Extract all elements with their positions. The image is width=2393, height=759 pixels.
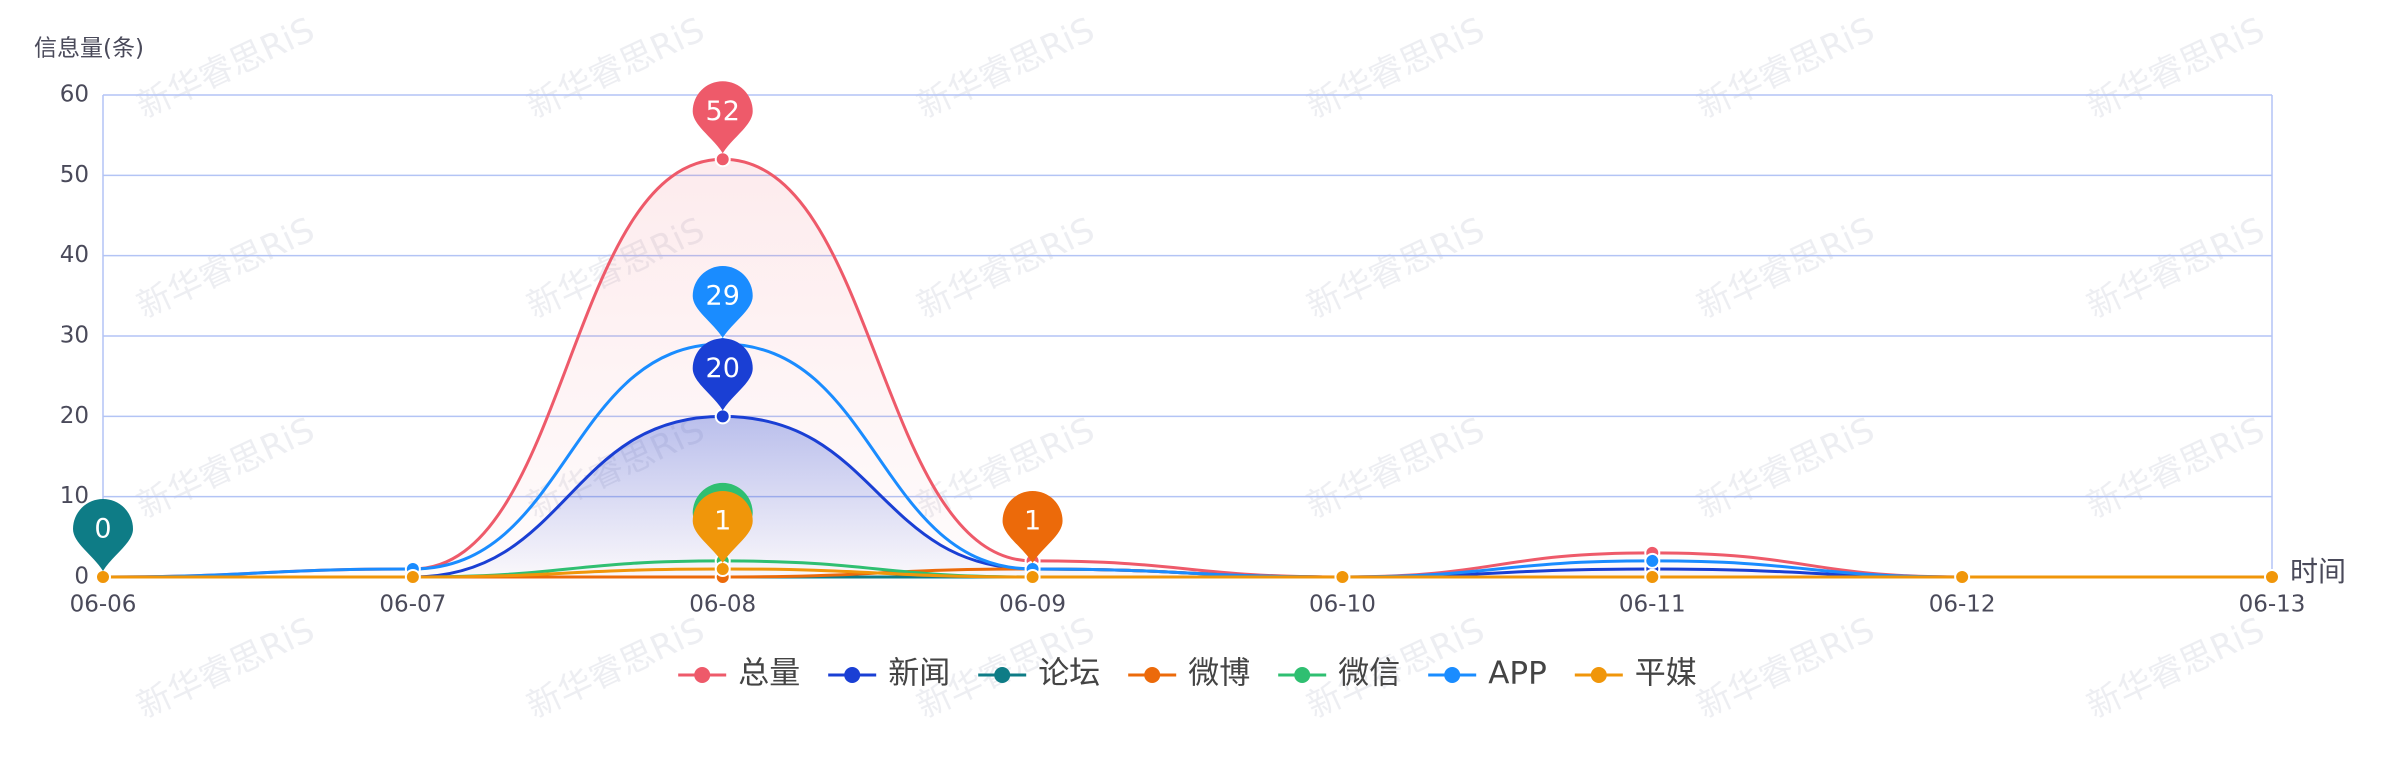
- watermark: 新华睿思RiS: [1691, 10, 1881, 127]
- pin-label: 1: [714, 505, 731, 536]
- legend-label: APP: [1488, 656, 1547, 692]
- watermark: 新华睿思RiS: [131, 610, 321, 727]
- y-tick-label: 30: [60, 323, 89, 349]
- point: [404, 569, 421, 585]
- point: [714, 560, 731, 577]
- area: [103, 416, 2272, 577]
- watermark: 新华睿思RiS: [2081, 210, 2271, 327]
- x-tick-label: 06-13: [2239, 592, 2306, 618]
- watermark: 新华睿思RiS: [521, 610, 711, 727]
- point: [2264, 569, 2280, 585]
- watermark: 新华睿思RiS: [521, 10, 711, 127]
- point: [714, 151, 731, 168]
- line: [103, 567, 2272, 579]
- point: [714, 408, 731, 425]
- watermark: 新华睿思RiS: [1691, 210, 1881, 327]
- pin-label: 20: [706, 353, 740, 384]
- pin: [692, 266, 753, 339]
- y-tick-label: 20: [60, 403, 89, 429]
- watermark: 新华睿思RiS: [1301, 410, 1491, 527]
- watermark: 新华睿思RiS: [911, 10, 1101, 127]
- watermark: 新华睿思RiS: [131, 410, 321, 527]
- x-tick-label: 06-10: [1309, 592, 1376, 618]
- point: [1334, 569, 1351, 585]
- pin: [692, 338, 753, 411]
- y-tick-label: 10: [60, 483, 89, 509]
- pin-label: 0: [94, 514, 111, 545]
- watermark: 新华睿思RiS: [131, 10, 321, 127]
- legend-dot: [844, 667, 861, 683]
- legend-dot: [694, 667, 711, 683]
- area: [103, 159, 2272, 577]
- line: [102, 157, 2272, 579]
- x-axis-label: 时间: [2290, 555, 2346, 588]
- y-tick-label: 50: [60, 162, 89, 188]
- watermark: 新华睿思RiS: [1691, 610, 1881, 727]
- legend-label: 总量: [738, 656, 800, 692]
- watermark: 新华睿思RiS: [131, 210, 321, 327]
- legend-label: 平媒: [1635, 656, 1697, 692]
- x-tick-label: 06-06: [70, 592, 137, 618]
- pin: [692, 81, 753, 154]
- pin-label: 1: [1024, 505, 1041, 536]
- pin-label: 52: [706, 96, 740, 127]
- legend-dot: [1294, 667, 1311, 683]
- pin-label: 29: [706, 281, 740, 312]
- watermark: 新华睿思RiS: [1301, 10, 1491, 127]
- pin: [1002, 490, 1063, 563]
- x-tick-label: 06-12: [1929, 592, 1996, 618]
- legend-dot: [1444, 667, 1461, 683]
- y-tick-label: 0: [74, 564, 89, 590]
- y-tick-label: 60: [60, 82, 89, 108]
- point: [1644, 552, 1661, 569]
- legend: 总量 新闻 论坛 微博 微信 APP 平媒: [678, 656, 1697, 692]
- point: [1024, 569, 1041, 585]
- watermark: 新华睿思RiS: [2081, 10, 2271, 127]
- watermark: 新华睿思RiS: [911, 210, 1101, 327]
- watermarks: 新华睿思RiS 新华睿思RiS 新华睿思RiS 新华睿思RiS 新华睿思RiS 新华睿思R…: [131, 10, 2271, 727]
- legend-label: 新闻: [888, 656, 950, 692]
- line: [102, 342, 2272, 579]
- point: [1954, 569, 1971, 585]
- y-tick-label: 40: [60, 242, 89, 268]
- watermark: 新华睿思RiS: [2081, 610, 2271, 727]
- legend-dot: [1144, 667, 1161, 683]
- x-tick-label: 06-07: [379, 592, 446, 618]
- watermark: 新华睿思RiS: [1301, 210, 1491, 327]
- legend-label: 论坛: [1038, 656, 1100, 692]
- legend-dot: [994, 667, 1011, 683]
- watermark: 新华睿思RiS: [1691, 410, 1881, 527]
- point: [1644, 569, 1661, 585]
- legend-label: 微博: [1188, 656, 1250, 692]
- point: [95, 569, 111, 585]
- legend-dot: [1590, 667, 1607, 683]
- pin: [692, 490, 753, 563]
- x-tick-label: 06-11: [1619, 592, 1686, 618]
- pin: [73, 499, 133, 571]
- y-axis-label: 信息量(条): [34, 36, 144, 62]
- x-tick-label: 06-09: [999, 592, 1066, 618]
- legend-label: 微信: [1338, 656, 1400, 692]
- x-tick-label: 06-08: [689, 592, 756, 618]
- watermark: 新华睿思RiS: [2081, 410, 2271, 527]
